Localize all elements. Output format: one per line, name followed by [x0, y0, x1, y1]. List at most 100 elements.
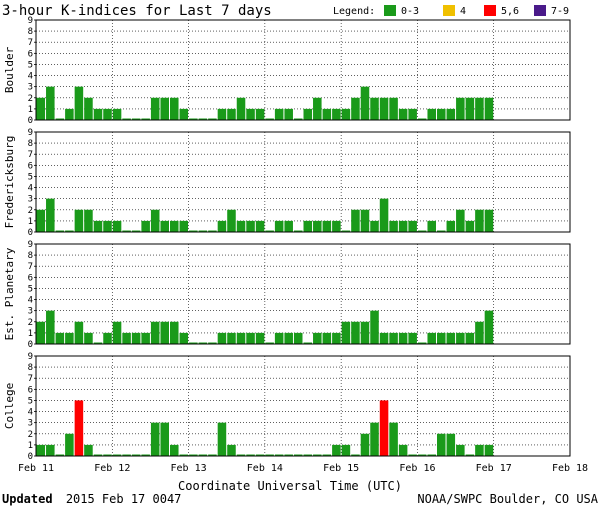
y-tick-label: 8: [28, 27, 33, 37]
bar: [351, 97, 360, 120]
bar: [246, 454, 255, 456]
bar: [332, 332, 341, 344]
bar: [55, 332, 65, 344]
bar: [141, 454, 150, 456]
bar: [150, 97, 160, 120]
y-tick-label: 1: [28, 105, 33, 115]
bar: [456, 97, 465, 120]
panel-frame: [35, 243, 571, 345]
bar: [255, 220, 265, 232]
y-tick-label: 7: [28, 262, 33, 272]
bar: [293, 230, 303, 232]
bar: [36, 321, 46, 344]
x-tick-label: Feb 16: [399, 463, 435, 474]
bar: [74, 86, 84, 120]
bar: [484, 209, 494, 232]
y-tick-label: 9: [28, 16, 33, 26]
bar: [351, 209, 360, 232]
bar: [408, 108, 417, 120]
y-tick-label: 5: [28, 284, 33, 294]
bar: [103, 220, 112, 232]
x-tick-label: Feb 15: [323, 463, 359, 474]
bar: [475, 209, 484, 232]
bar: [179, 220, 189, 232]
y-tick-label: 5: [28, 396, 33, 406]
bar: [93, 342, 103, 344]
bar: [456, 332, 465, 344]
legend: Legend: 0-3 4 5,6 7-9: [333, 5, 569, 17]
bar: [351, 321, 360, 344]
bar: [446, 108, 456, 120]
y-tick-label: 2: [28, 94, 33, 104]
bar: [150, 422, 160, 456]
bar: [265, 342, 274, 344]
bar: [313, 97, 322, 120]
bar: [122, 118, 131, 120]
y-tick-label: 0: [28, 340, 33, 350]
bar: [112, 108, 122, 120]
y-tick-label: 0: [28, 228, 33, 238]
bar: [122, 230, 131, 232]
bar: [446, 332, 456, 344]
bar: [208, 230, 217, 232]
bar: [284, 332, 293, 344]
y-tick-label: 2: [28, 206, 33, 216]
bar: [189, 342, 198, 344]
bar: [189, 118, 198, 120]
y-tick-label: 5: [28, 172, 33, 182]
bar: [74, 400, 84, 456]
updated-timestamp: 2015 Feb 17 0047: [66, 492, 182, 506]
x-tick-label: Feb 14: [247, 463, 283, 474]
y-tick-label: 6: [28, 161, 33, 171]
y-tick-label: 2: [28, 318, 33, 328]
bar: [208, 118, 217, 120]
bar: [284, 220, 293, 232]
bar: [103, 454, 112, 456]
bar: [160, 220, 169, 232]
bar: [370, 97, 379, 120]
bar: [55, 118, 65, 120]
bar: [65, 433, 74, 456]
bar: [465, 220, 475, 232]
bar: [370, 310, 379, 344]
bar: [170, 321, 179, 344]
bar: [284, 108, 293, 120]
bar: [198, 230, 208, 232]
bar: [65, 230, 74, 232]
bar: [475, 444, 484, 456]
bar: [65, 108, 74, 120]
bar: [408, 332, 417, 344]
y-tick-label: 4: [28, 408, 33, 418]
bar: [227, 209, 236, 232]
bar: [274, 220, 284, 232]
bar: [217, 332, 227, 344]
bar: [284, 454, 293, 456]
bar: [322, 220, 332, 232]
y-tick-label: 6: [28, 385, 33, 395]
x-axis-title: Coordinate Universal Time (UTC): [178, 479, 402, 493]
y-tick-label: 3: [28, 195, 33, 205]
bar: [227, 444, 236, 456]
bar: [141, 118, 150, 120]
bar: [208, 342, 217, 344]
x-axis: Feb 11 Feb 12 Feb 13 Feb 14 Feb 15 Feb 16 Feb …: [18, 463, 588, 474]
bar: [341, 230, 351, 232]
y-tick-label: 7: [28, 38, 33, 48]
bar: [179, 108, 189, 120]
bar: [84, 332, 93, 344]
legend-swatch-3: [534, 5, 546, 16]
legend-title: Legend:: [333, 6, 375, 17]
y-tick-label: 3: [28, 307, 33, 317]
bar: [189, 454, 198, 456]
y-tick-label: 8: [28, 139, 33, 149]
bar: [341, 108, 351, 120]
bar: [341, 444, 351, 456]
bar: [484, 97, 494, 120]
bar: [446, 220, 456, 232]
y-tick-label: 7: [28, 150, 33, 160]
bar: [46, 310, 55, 344]
bar: [112, 321, 122, 344]
bar: [408, 454, 417, 456]
bar: [36, 444, 46, 456]
